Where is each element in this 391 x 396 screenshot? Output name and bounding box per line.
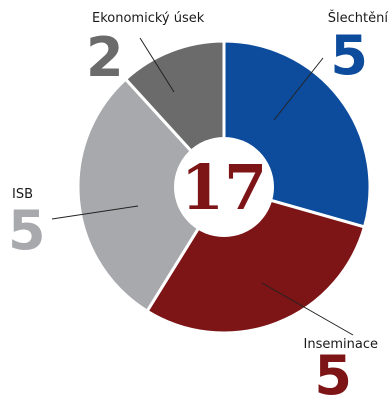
- leader-line-slechteni: [273, 57, 324, 121]
- center-hole: [174, 137, 274, 237]
- slice-value-isb: 5: [8, 199, 46, 262]
- total-count: 17: [181, 151, 267, 224]
- slice-label-isb: ISB: [12, 187, 33, 202]
- slice-value-inseminace: 5: [314, 344, 352, 396]
- leader-line-ekonomicky-usek: [139, 37, 175, 93]
- leader-line-inseminace: [261, 282, 354, 336]
- slice-value-ekonomicky-usek: 2: [86, 26, 124, 89]
- slice-label-ekonomicky-usek: Ekonomický úsek: [92, 11, 205, 26]
- slice-label-inseminace: Inseminace: [304, 337, 378, 352]
- slice-label-slechteni: Šlechtění: [328, 10, 389, 26]
- slice-value-slechteni: 5: [330, 24, 368, 87]
- leader-lines: [51, 37, 354, 336]
- slice-isb: [76, 77, 226, 313]
- leader-line-isb: [51, 205, 139, 220]
